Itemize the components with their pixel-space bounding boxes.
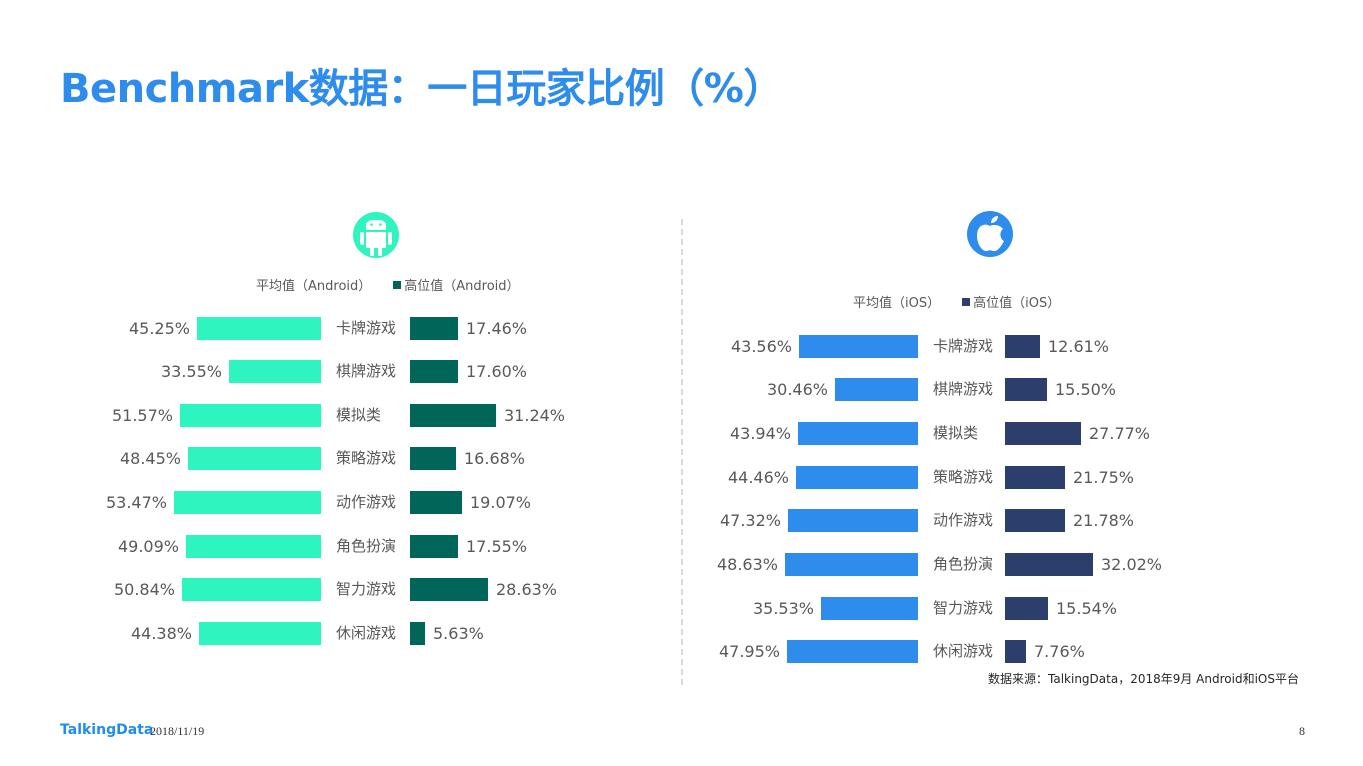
avg-bar bbox=[835, 378, 918, 401]
high-bar bbox=[410, 535, 458, 558]
high-bar bbox=[410, 578, 488, 601]
avg-bar bbox=[799, 335, 918, 358]
high-value-label: 19.07% bbox=[470, 493, 532, 512]
avg-value-label: 51.57% bbox=[111, 406, 173, 425]
avg-value-label: 33.55% bbox=[160, 362, 222, 381]
avg-value-label: 47.32% bbox=[719, 511, 781, 530]
avg-bar bbox=[188, 447, 321, 470]
category-label: 动作游戏 bbox=[933, 511, 994, 529]
category-label: 角色扮演 bbox=[933, 555, 994, 573]
high-bar bbox=[410, 317, 458, 340]
avg-bar bbox=[798, 422, 918, 445]
high-value-label: 7.76% bbox=[1034, 642, 1085, 661]
category-label: 棋牌游戏 bbox=[933, 380, 994, 398]
high-value-label: 15.50% bbox=[1055, 380, 1117, 399]
avg-bar bbox=[785, 553, 918, 576]
avg-value-label: 48.63% bbox=[716, 555, 778, 574]
high-bar bbox=[1005, 422, 1081, 445]
high-value-label: 31.24% bbox=[504, 406, 566, 425]
high-value-label: 21.78% bbox=[1073, 511, 1135, 530]
section-divider bbox=[681, 219, 683, 685]
high-value-label: 16.68% bbox=[464, 449, 526, 468]
avg-value-label: 50.84% bbox=[113, 580, 175, 599]
category-label: 智力游戏 bbox=[336, 580, 397, 598]
high-value-label: 32.02% bbox=[1101, 555, 1163, 574]
avg-bar bbox=[186, 535, 321, 558]
legend-item-ios-high: 高位值（iOS） bbox=[962, 292, 1060, 311]
avg-bar bbox=[229, 360, 321, 383]
avg-value-label: 43.94% bbox=[729, 424, 791, 443]
avg-value-label: 44.38% bbox=[130, 624, 192, 643]
avg-value-label: 45.25% bbox=[128, 319, 190, 338]
category-label: 策略游戏 bbox=[336, 449, 397, 467]
avg-bar bbox=[787, 640, 918, 663]
high-value-label: 27.77% bbox=[1089, 424, 1151, 443]
footer-date: 2018/11/19 bbox=[150, 724, 205, 738]
legend-swatch bbox=[962, 297, 971, 306]
high-bar bbox=[410, 404, 496, 427]
avg-bar bbox=[199, 622, 321, 645]
high-value-label: 28.63% bbox=[496, 580, 558, 599]
high-bar bbox=[410, 622, 425, 645]
category-label: 动作游戏 bbox=[336, 493, 397, 511]
android-legend: 平均值（Android） 高位值（Android） bbox=[256, 275, 520, 294]
legend-item-android-avg: 平均值（Android） bbox=[256, 279, 372, 294]
high-value-label: 17.46% bbox=[466, 319, 528, 338]
avg-bar bbox=[182, 578, 321, 601]
category-label: 休闲游戏 bbox=[336, 624, 397, 642]
category-label: 棋牌游戏 bbox=[336, 362, 397, 380]
avg-bar bbox=[788, 509, 918, 532]
avg-value-label: 44.46% bbox=[727, 468, 789, 487]
legend-item-ios-avg: 平均值（iOS） bbox=[853, 296, 941, 311]
avg-value-label: 47.95% bbox=[718, 642, 780, 661]
talkingdata-logo: TalkingData bbox=[60, 722, 154, 738]
category-label: 角色扮演 bbox=[336, 537, 397, 555]
legend-item-android-high: 高位值（Android） bbox=[393, 275, 520, 294]
high-value-label: 12.61% bbox=[1048, 337, 1110, 356]
high-value-label: 17.60% bbox=[466, 362, 528, 381]
legend-swatch bbox=[393, 280, 402, 289]
high-value-label: 15.54% bbox=[1056, 599, 1118, 618]
category-label: 智力游戏 bbox=[933, 599, 994, 617]
avg-bar bbox=[821, 597, 918, 620]
avg-bar bbox=[796, 466, 918, 489]
avg-bar bbox=[197, 317, 321, 340]
avg-value-label: 30.46% bbox=[766, 380, 828, 399]
category-label: 卡牌游戏 bbox=[933, 337, 994, 355]
category-label: 模拟类 bbox=[336, 406, 382, 424]
avg-value-label: 35.53% bbox=[752, 599, 814, 618]
high-bar bbox=[1005, 640, 1026, 663]
high-bar bbox=[1005, 597, 1048, 620]
high-value-label: 17.55% bbox=[466, 537, 528, 556]
avg-value-label: 43.56% bbox=[730, 337, 792, 356]
category-label: 休闲游戏 bbox=[933, 642, 994, 660]
page-title: Benchmark数据：一日玩家比例（%） bbox=[60, 66, 783, 112]
high-bar bbox=[1005, 466, 1065, 489]
high-bar bbox=[1005, 553, 1093, 576]
android-icon bbox=[352, 211, 400, 259]
apple-icon bbox=[966, 210, 1014, 258]
avg-bar bbox=[174, 491, 321, 514]
avg-value-label: 48.45% bbox=[119, 449, 181, 468]
high-value-label: 5.63% bbox=[433, 624, 484, 643]
category-label: 模拟类 bbox=[933, 424, 979, 442]
high-bar bbox=[410, 360, 458, 383]
high-value-label: 21.75% bbox=[1073, 468, 1135, 487]
high-bar bbox=[410, 447, 456, 470]
category-label: 卡牌游戏 bbox=[336, 319, 397, 337]
high-bar bbox=[1005, 509, 1065, 532]
avg-value-label: 53.47% bbox=[105, 493, 167, 512]
high-bar bbox=[410, 491, 462, 514]
avg-bar bbox=[180, 404, 321, 427]
page-number: 8 bbox=[1299, 724, 1305, 738]
high-bar bbox=[1005, 378, 1047, 401]
avg-value-label: 49.09% bbox=[117, 537, 179, 556]
category-label: 策略游戏 bbox=[933, 468, 994, 486]
data-source-note: 数据来源：TalkingData，2018年9月 Android和iOS平台 bbox=[988, 672, 1299, 686]
high-bar bbox=[1005, 335, 1040, 358]
ios-legend: 平均值（iOS） 高位值（iOS） bbox=[853, 292, 1060, 311]
